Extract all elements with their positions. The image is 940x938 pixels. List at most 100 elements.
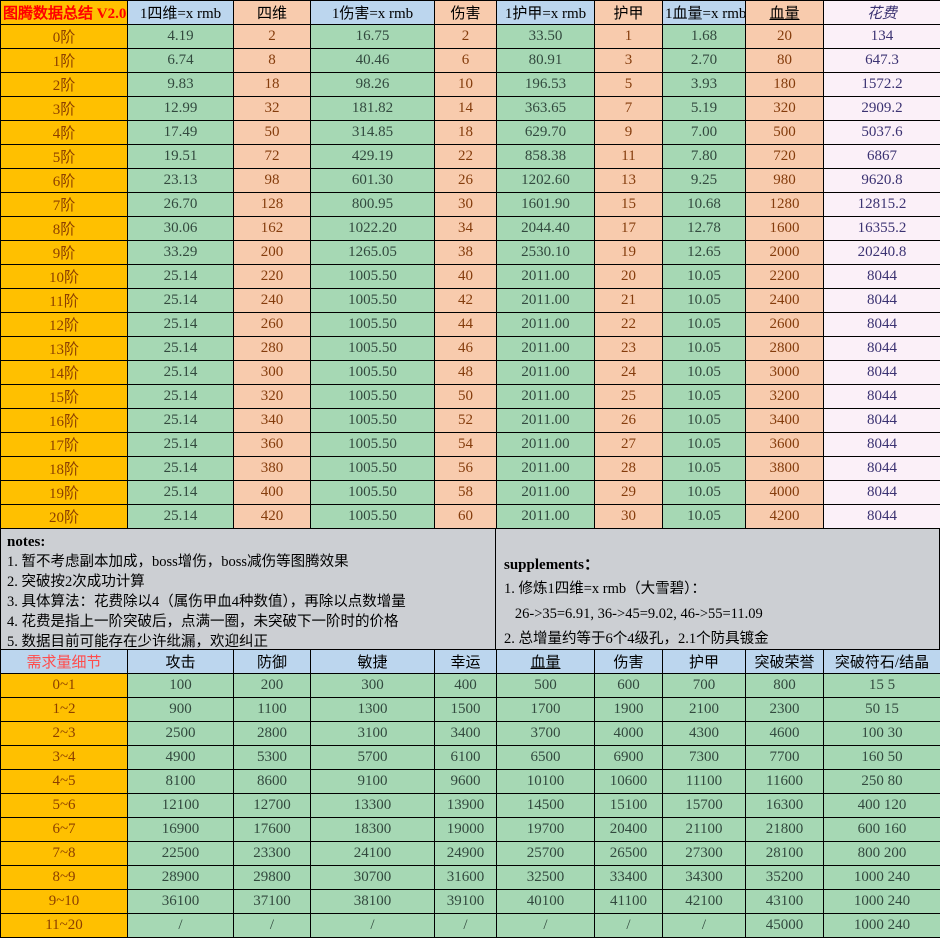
- data-cell: 10.05: [663, 433, 746, 457]
- row-label: 7阶: [1, 193, 128, 217]
- data-cell: 8044: [824, 289, 940, 313]
- row-label: 9~10: [1, 890, 128, 914]
- data-cell: 10: [435, 73, 497, 97]
- data-cell: 2800: [234, 722, 311, 746]
- data-cell: 100 30: [824, 722, 940, 746]
- data-cell: 128: [234, 193, 311, 217]
- data-cell: 200: [234, 241, 311, 265]
- data-cell: 25: [595, 385, 663, 409]
- data-cell: 250 80: [824, 770, 940, 794]
- data-cell: 28900: [128, 866, 234, 890]
- data-cell: 2011.00: [497, 409, 595, 433]
- data-cell: 7.00: [663, 121, 746, 145]
- data-cell: 8044: [824, 481, 940, 505]
- data-cell: 26500: [595, 842, 663, 866]
- data-cell: 320: [746, 97, 824, 121]
- data-cell: 15 5: [824, 674, 940, 698]
- data-cell: 134: [824, 25, 940, 49]
- data-cell: 98: [234, 169, 311, 193]
- data-cell: 8600: [234, 770, 311, 794]
- data-cell: 26: [595, 409, 663, 433]
- supplements-cell: supplements： 1. 修炼1四维=x rmb（大雪碧）： 26->35…: [496, 529, 940, 649]
- data-cell: 2044.40: [497, 217, 595, 241]
- data-cell: 180: [746, 73, 824, 97]
- data-cell: 15700: [663, 794, 746, 818]
- data-cell: 3800: [746, 457, 824, 481]
- data-cell: 13300: [311, 794, 435, 818]
- data-cell: 20: [746, 25, 824, 49]
- data-cell: 8044: [824, 361, 940, 385]
- data-cell: 18: [435, 121, 497, 145]
- data-cell: 34: [435, 217, 497, 241]
- data-cell: 10.05: [663, 313, 746, 337]
- row-label: 17阶: [1, 433, 128, 457]
- data-cell: 2000: [746, 241, 824, 265]
- data-cell: 858.38: [497, 145, 595, 169]
- data-cell: 1005.50: [311, 481, 435, 505]
- data-cell: 800.95: [311, 193, 435, 217]
- data-cell: 27: [595, 433, 663, 457]
- data-cell: 6867: [824, 145, 940, 169]
- supplement-line: 26->35=6.91, 36->45=9.02, 46->55=11.09: [504, 602, 933, 627]
- data-cell: 52: [435, 409, 497, 433]
- data-cell: 45000: [746, 914, 824, 938]
- data-cell: 10.05: [663, 289, 746, 313]
- data-cell: 6: [435, 49, 497, 73]
- data-cell: 220: [234, 265, 311, 289]
- data-cell: 12100: [128, 794, 234, 818]
- col-header: 1伤害=x rmb: [311, 1, 435, 25]
- row-label: 12阶: [1, 313, 128, 337]
- data-cell: 50: [234, 121, 311, 145]
- data-cell: 23.13: [128, 169, 234, 193]
- data-cell: 8044: [824, 433, 940, 457]
- data-cell: 25.14: [128, 289, 234, 313]
- data-cell: 46: [435, 337, 497, 361]
- data-cell: 21: [595, 289, 663, 313]
- data-cell: 34300: [663, 866, 746, 890]
- col-header: 花费: [824, 1, 940, 25]
- data-cell: 8044: [824, 385, 940, 409]
- data-cell: 56: [435, 457, 497, 481]
- data-cell: 10.05: [663, 457, 746, 481]
- row-label: 10阶: [1, 265, 128, 289]
- data-cell: 10.05: [663, 361, 746, 385]
- data-cell: 2011.00: [497, 481, 595, 505]
- data-cell: 800 200: [824, 842, 940, 866]
- row-label: 18阶: [1, 457, 128, 481]
- data-cell: 38: [435, 241, 497, 265]
- data-cell: 6100: [435, 746, 497, 770]
- data-cell: 2400: [746, 289, 824, 313]
- data-cell: 429.19: [311, 145, 435, 169]
- col-header: 护甲: [663, 650, 746, 674]
- data-cell: 9600: [435, 770, 497, 794]
- row-label: 1阶: [1, 49, 128, 73]
- row-label: 3~4: [1, 746, 128, 770]
- data-cell: 980: [746, 169, 824, 193]
- data-cell: 720: [746, 145, 824, 169]
- data-cell: 72: [234, 145, 311, 169]
- data-cell: 5: [595, 73, 663, 97]
- data-cell: 2011.00: [497, 457, 595, 481]
- data-cell: 14500: [497, 794, 595, 818]
- row-label: 20阶: [1, 505, 128, 529]
- data-cell: 29800: [234, 866, 311, 890]
- data-cell: 2: [234, 25, 311, 49]
- data-cell: 2530.10: [497, 241, 595, 265]
- data-cell: 26.70: [128, 193, 234, 217]
- data-cell: 8044: [824, 505, 940, 529]
- data-cell: 4300: [663, 722, 746, 746]
- data-cell: 12.99: [128, 97, 234, 121]
- data-cell: 21800: [746, 818, 824, 842]
- row-label: 0阶: [1, 25, 128, 49]
- data-cell: 2100: [663, 698, 746, 722]
- data-cell: 19700: [497, 818, 595, 842]
- data-cell: 25.14: [128, 265, 234, 289]
- data-cell: 3400: [435, 722, 497, 746]
